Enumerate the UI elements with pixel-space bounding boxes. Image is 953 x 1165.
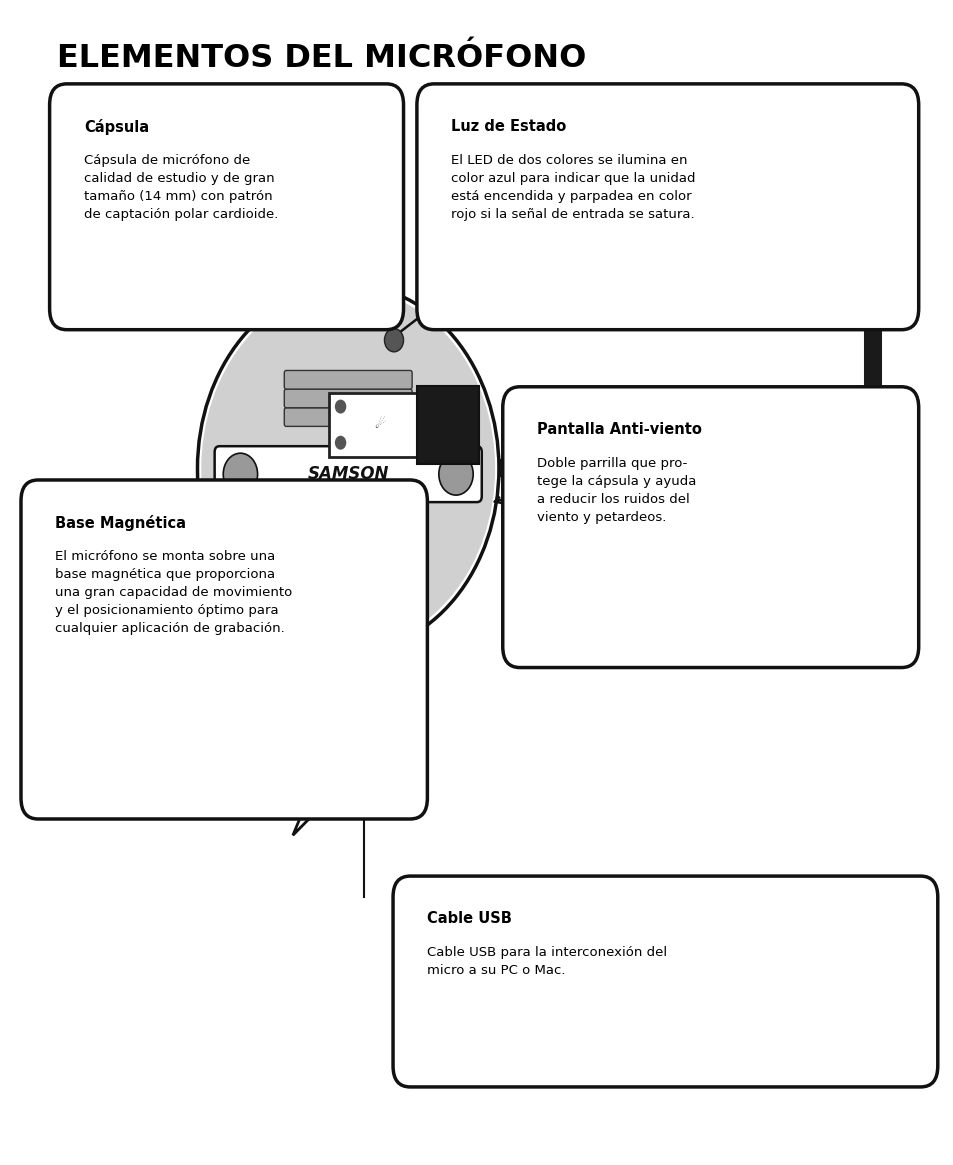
Text: ELEMENTOS DEL MICRÓFONO: ELEMENTOS DEL MICRÓFONO	[57, 43, 586, 75]
FancyBboxPatch shape	[278, 743, 417, 760]
FancyBboxPatch shape	[50, 84, 403, 330]
FancyBboxPatch shape	[329, 393, 416, 457]
FancyBboxPatch shape	[284, 553, 412, 572]
Text: Cable USB para la interconexión del
micro a su PC o Mac.: Cable USB para la interconexión del micr…	[427, 946, 667, 977]
Text: El micrófono se monta sobre una
base magnética que proporciona
una gran capacida: El micrófono se monta sobre una base mag…	[55, 550, 293, 635]
Text: Doble parrilla que pro-
tege la cápsula y ayuda
a reducir los ruidos del
viento : Doble parrilla que pro- tege la cápsula …	[537, 457, 696, 524]
FancyBboxPatch shape	[21, 480, 427, 819]
FancyBboxPatch shape	[502, 387, 918, 668]
FancyBboxPatch shape	[284, 516, 412, 535]
FancyBboxPatch shape	[283, 655, 413, 743]
Text: Cápsula de micrófono de
calidad de estudio y de gran
tamaño (14 mm) con patrón
d: Cápsula de micrófono de calidad de estud…	[84, 154, 278, 221]
FancyBboxPatch shape	[214, 446, 481, 502]
Text: Luz de Estado: Luz de Estado	[451, 119, 566, 134]
Circle shape	[201, 289, 495, 648]
Circle shape	[223, 453, 257, 495]
Text: Base Magnética: Base Magnética	[55, 515, 186, 531]
Text: El LED de dos colores se ilumina en
color azul para indicar que la unidad
está e: El LED de dos colores se ilumina en colo…	[451, 154, 695, 221]
FancyBboxPatch shape	[284, 389, 412, 408]
Polygon shape	[293, 760, 367, 835]
FancyBboxPatch shape	[284, 370, 412, 389]
Text: ☄: ☄	[374, 418, 385, 431]
Text: SAMSON: SAMSON	[307, 465, 389, 483]
Circle shape	[335, 436, 346, 450]
Circle shape	[197, 284, 498, 652]
Text: Cápsula: Cápsula	[84, 119, 149, 135]
Circle shape	[438, 453, 473, 495]
FancyBboxPatch shape	[284, 535, 412, 553]
FancyBboxPatch shape	[416, 386, 478, 464]
FancyBboxPatch shape	[416, 84, 918, 330]
Text: Pantalla Anti-viento: Pantalla Anti-viento	[537, 422, 701, 437]
Circle shape	[384, 329, 403, 352]
Text: Cable USB: Cable USB	[427, 911, 512, 926]
Circle shape	[335, 400, 346, 414]
FancyBboxPatch shape	[393, 876, 937, 1087]
FancyBboxPatch shape	[284, 408, 412, 426]
